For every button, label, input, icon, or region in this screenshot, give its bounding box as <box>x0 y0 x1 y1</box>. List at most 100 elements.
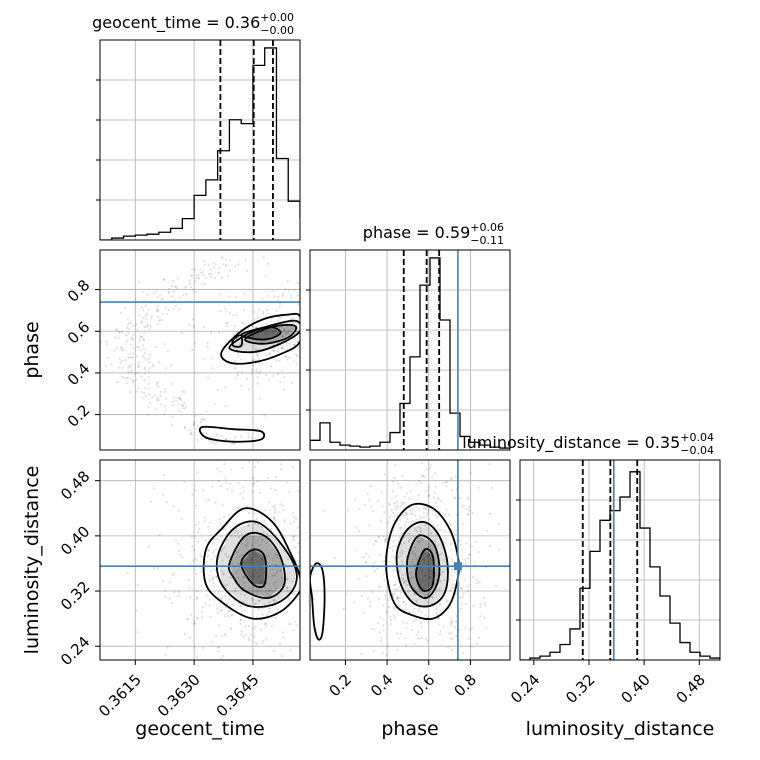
sample-point <box>236 556 239 559</box>
sample-point <box>243 581 246 585</box>
sample-point <box>194 277 198 280</box>
sample-point <box>414 527 417 530</box>
sample-point <box>171 285 174 288</box>
sample-point <box>279 444 281 446</box>
sample-point <box>484 604 487 607</box>
x-tick-label: 0.24 <box>507 671 543 707</box>
sample-point <box>285 332 288 335</box>
sample-point <box>131 356 134 359</box>
sample-point <box>210 557 213 560</box>
sample-point <box>166 312 169 316</box>
sample-point <box>319 335 321 337</box>
sample-point <box>212 262 215 265</box>
sample-point <box>255 529 258 532</box>
sample-point <box>210 357 213 360</box>
sample-point <box>200 616 204 619</box>
sample-point <box>294 620 297 623</box>
sample-point <box>405 512 408 515</box>
sample-point <box>127 370 130 374</box>
sample-point <box>195 597 198 600</box>
sample-point <box>405 603 408 606</box>
sample-point <box>421 462 424 465</box>
sample-point <box>149 500 153 503</box>
sample-point <box>302 335 304 337</box>
sample-point <box>225 602 228 605</box>
sample-point <box>258 308 261 311</box>
sample-point <box>141 317 144 320</box>
sample-point <box>446 599 449 602</box>
sample-point <box>418 517 422 520</box>
sample-point <box>192 559 195 563</box>
sample-point <box>231 489 234 492</box>
sample-point <box>129 370 132 374</box>
sample-point <box>240 630 243 633</box>
sample-point <box>234 377 237 380</box>
sample-point <box>307 333 309 335</box>
sample-point <box>196 531 199 534</box>
sample-point <box>225 263 228 266</box>
sample-point <box>118 357 121 360</box>
sample-point <box>209 521 212 524</box>
sample-point <box>264 274 267 277</box>
sample-point <box>190 433 193 436</box>
sample-point <box>314 513 316 515</box>
sample-point <box>277 319 280 322</box>
sample-point <box>120 311 123 314</box>
sample-point <box>230 614 233 617</box>
sample-point <box>224 405 227 408</box>
sample-point <box>246 545 249 548</box>
sample-point <box>172 290 176 293</box>
sample-point <box>220 609 224 612</box>
sample-point <box>180 331 183 335</box>
sample-point <box>126 571 129 575</box>
sample-point <box>399 504 402 507</box>
sample-point <box>217 674 219 676</box>
sample-point <box>300 325 302 327</box>
sample-point <box>451 586 454 589</box>
sample-point <box>450 557 453 561</box>
sample-point <box>357 577 360 580</box>
sample-point <box>253 512 256 515</box>
sample-point <box>323 363 325 365</box>
sample-point <box>266 592 269 595</box>
sample-point <box>240 633 243 636</box>
sample-point <box>428 576 431 579</box>
sample-point <box>234 508 237 511</box>
sample-point <box>222 572 225 575</box>
sample-point <box>137 365 140 368</box>
sample-point <box>187 618 190 621</box>
sample-point <box>137 366 140 369</box>
sample-point <box>464 603 467 606</box>
sample-point <box>375 540 378 543</box>
sample-point <box>150 317 153 320</box>
sample-point <box>467 513 470 516</box>
sample-point <box>228 312 231 315</box>
sample-point <box>413 607 416 610</box>
sample-point <box>411 558 414 561</box>
sample-point <box>221 503 224 506</box>
sample-point <box>307 599 309 601</box>
sample-point <box>239 605 242 608</box>
sample-point <box>205 499 208 502</box>
sample-point <box>252 334 255 338</box>
sample-point <box>287 623 291 626</box>
sample-point <box>148 353 152 356</box>
sample-point <box>172 307 175 310</box>
sample-point <box>129 321 133 324</box>
sample-point <box>272 349 275 352</box>
sample-point <box>163 474 166 477</box>
sample-point <box>110 362 113 366</box>
sample-point <box>275 359 278 362</box>
sample-point <box>275 604 278 608</box>
sample-point <box>482 597 485 600</box>
sample-point <box>377 536 380 539</box>
sample-point <box>183 426 187 429</box>
sample-point <box>459 587 462 590</box>
sample-point <box>335 567 337 569</box>
sample-point <box>430 548 433 551</box>
sample-point <box>403 495 406 499</box>
sample-point <box>242 600 245 604</box>
sample-point <box>398 526 401 530</box>
sample-point <box>426 494 430 498</box>
sample-point <box>293 343 296 346</box>
